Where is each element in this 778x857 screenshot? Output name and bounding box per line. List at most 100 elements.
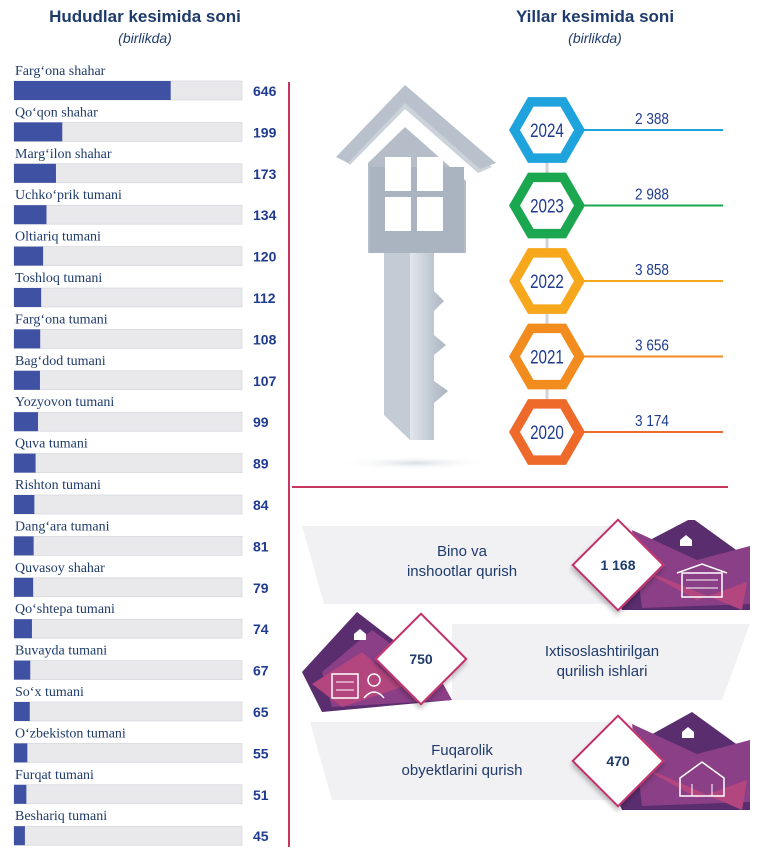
card-building-label-1: Bino va (436, 543, 488, 560)
year-hexagon-inner (520, 106, 574, 154)
year-label: 2020 (530, 421, 564, 443)
year-label: 2023 (530, 195, 564, 217)
bar-value-label: 107 (253, 373, 277, 389)
bar-category-label: Toshloq tumani (15, 271, 102, 286)
bar-track (13, 370, 243, 391)
year-value: 3 858 (635, 262, 669, 279)
bar-category-label: Oltiariq tumani (15, 230, 101, 245)
card-civil: Fuqarolik obyektlarini qurish 470 (302, 712, 750, 810)
bar-category-label: Farg‘ona tumani (15, 312, 108, 327)
card-specialized-value: 750 (409, 651, 433, 667)
bar-track (13, 743, 243, 763)
bar-track (13, 660, 243, 680)
bar-value-label: 99 (253, 414, 269, 430)
bar (14, 370, 40, 390)
bar (14, 784, 27, 804)
bar (14, 536, 34, 556)
bar-value-label: 199 (253, 124, 277, 140)
right-subtitle: (birlikda) (568, 30, 622, 46)
bar-value-label: 646 (253, 83, 277, 99)
bar-category-label: Bag‘dod tumani (15, 354, 106, 369)
year-value: 2 988 (635, 187, 669, 204)
bar-value-label: 112 (253, 290, 276, 306)
bar-value-label: 134 (253, 207, 277, 223)
bar (14, 453, 36, 473)
bar-value-label: 55 (253, 745, 269, 761)
card-civil-label-1: Fuqarolik (431, 742, 493, 759)
bar-category-label: Dang‘ara tumani (15, 519, 110, 534)
bar-value-label: 67 (253, 663, 269, 679)
bar-value-label: 89 (253, 456, 269, 472)
bar-track (13, 246, 243, 266)
bar-track (13, 577, 243, 598)
bar (14, 702, 30, 721)
bar (14, 619, 32, 639)
bar-track (13, 825, 243, 846)
bar-category-label: Qo‘qon shahar (15, 105, 98, 120)
bar-track (13, 204, 243, 225)
bar (14, 412, 39, 432)
card-building-label-2: inshootlar qurish (406, 563, 518, 580)
bar-category-label: Qo‘shtepa tumani (15, 602, 115, 617)
bar-category-label: Quvasoy shahar (15, 561, 105, 576)
bar-value-label: 51 (253, 787, 269, 803)
bar-value-label: 79 (253, 580, 269, 596)
year-hexagon-inner (520, 257, 574, 305)
bar-track (13, 494, 243, 515)
year-value: 3 174 (635, 413, 669, 430)
year-value: 3 656 (635, 338, 669, 355)
bar-category-label: Furqat tumani (15, 768, 94, 783)
bar-category-label: Farg‘ona shahar (15, 64, 106, 79)
bar (14, 743, 28, 763)
bar-value-label: 81 (253, 538, 269, 554)
regions-bar-chart: Farg‘ona shahar 646 Qo‘qon shahar 199 Marg‘i… (13, 64, 277, 846)
bar-category-label: O‘zbekiston tumani (15, 726, 126, 741)
bar-track (13, 701, 243, 722)
bar (14, 826, 25, 846)
bar-track (13, 618, 243, 639)
bar (14, 81, 171, 100)
year-label: 2024 (530, 119, 564, 141)
bar-value-label: 120 (253, 249, 277, 265)
bar-value-label: 173 (253, 166, 277, 182)
bar-track (13, 784, 243, 805)
card-civil-badge: 470 (571, 714, 665, 808)
bar (14, 288, 42, 307)
right-title: Yillar kesimida soni (515, 7, 675, 26)
year-label: 2022 (530, 270, 564, 292)
horizontal-divider (292, 486, 728, 488)
bar-category-label: Marg‘ilon shahar (15, 147, 112, 162)
bar (14, 205, 47, 225)
house-key-icon (336, 85, 496, 470)
bar-value-label: 65 (253, 704, 269, 720)
bar-category-label: Beshariq tumani (15, 809, 107, 824)
card-building: Bino va inshootlar qurish 1 168 (302, 518, 750, 612)
card-specialized-label-2: qurilish ishlari (556, 663, 648, 680)
bar-track (13, 287, 243, 308)
vertical-divider (288, 82, 290, 847)
bar-category-label: Yozyovon tumani (15, 395, 114, 410)
bar-value-label: 84 (253, 497, 269, 513)
left-subtitle: (birlikda) (118, 30, 172, 46)
bar-category-label: So‘x tumani (15, 685, 84, 700)
bar-track (13, 411, 243, 432)
bar (14, 660, 31, 680)
card-specialized: 750 Ixtisoslashtirilgan qurilish ishlari (302, 612, 750, 712)
bar-category-label: Uchko‘prik tumani (15, 188, 122, 203)
card-civil-label-2: obyektlarini qurish (401, 762, 523, 779)
bar (14, 329, 41, 349)
bar (14, 577, 34, 597)
bar (14, 495, 35, 514)
year-hexagon-inner (520, 333, 574, 380)
bar (14, 246, 44, 266)
bar (14, 163, 56, 183)
bar-value-label: 74 (253, 621, 269, 637)
card-building-value: 1 168 (600, 557, 636, 573)
bar (14, 122, 63, 142)
left-title: Hududlar kesimida soni (49, 7, 241, 26)
years-timeline: 2024 2 388 2023 2 988 2022 3 858 2021 3 656 2020… (509, 97, 723, 465)
year-label: 2021 (530, 346, 564, 368)
bar-track (13, 536, 243, 556)
bar-category-label: Quva tumani (15, 437, 88, 452)
bar-category-label: Buvayda tumani (15, 644, 107, 659)
